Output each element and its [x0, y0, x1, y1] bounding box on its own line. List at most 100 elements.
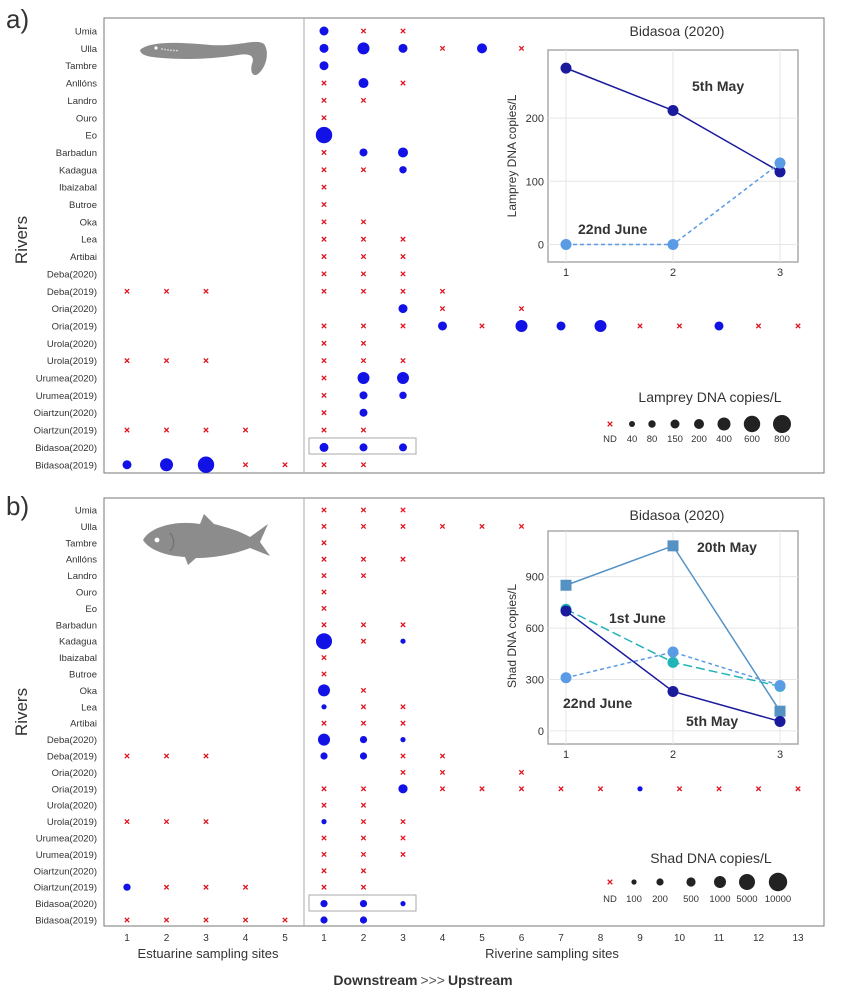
- river-label: Ulla: [81, 522, 98, 533]
- lamprey-riverine-point-nd: [321, 427, 327, 433]
- shad-riverine-point-nd: [321, 802, 327, 808]
- river-label: Bidasoa(2019): [35, 460, 97, 471]
- shad-riverine-point-nd: [360, 802, 367, 808]
- lamprey-estuarine-point-nd: [282, 462, 288, 468]
- river-label: Ibaizabal: [59, 183, 97, 194]
- panel-b-label: b): [6, 491, 29, 521]
- legend-size-dot: [768, 872, 788, 892]
- lamprey-riverine-point: [556, 321, 566, 331]
- panel-b-scatter: [123, 507, 801, 924]
- inset-a-ylabel: Lamprey DNA copies/L: [505, 94, 519, 217]
- lamprey-riverine-point: [714, 321, 724, 331]
- lamprey-riverine-point: [399, 391, 407, 400]
- lamprey-riverine-point-nd: [321, 97, 327, 104]
- river-label: Butroe: [69, 670, 97, 681]
- lamprey-riverine-point-nd: [400, 80, 406, 86]
- legend-size-dot: [717, 417, 731, 431]
- shad-riverine-point-nd: [321, 654, 327, 661]
- river-label: Oiartzun(2019): [34, 426, 97, 437]
- legend-size-dot: [631, 879, 637, 885]
- inset-series-point: [774, 679, 786, 691]
- shad-riverine-point-nd: [321, 556, 327, 562]
- river-label: Urola(2019): [47, 356, 97, 367]
- panel-b-river-labels: Umia Ulla Tambre Anllóns Landro Ouro Eo Barbadu…: [34, 506, 98, 927]
- legend-size-label: 200: [652, 894, 668, 905]
- legend-size-label: 5000: [736, 894, 757, 905]
- lamprey-estuarine-point-nd: [163, 288, 170, 294]
- lamprey-riverine-point: [398, 304, 408, 314]
- shad-riverine-point-nd: [400, 818, 406, 825]
- riverine-tick-label: 8: [598, 933, 604, 944]
- panel-b-highlight-box: [308, 894, 417, 912]
- shad-riverine-point-nd: [360, 851, 367, 858]
- river-label: Oka: [80, 686, 98, 697]
- shad-riverine-point-nd: [360, 704, 367, 710]
- lamprey-riverine-point-nd: [321, 184, 327, 190]
- legend-size-label: 100: [626, 894, 642, 905]
- lamprey-riverine-point-nd: [321, 167, 327, 173]
- lamprey-riverine-point-nd: [439, 288, 446, 294]
- shad-riverine-point: [320, 900, 328, 908]
- inset-xtick-label: 3: [777, 267, 783, 279]
- shad-riverine-point: [318, 684, 330, 697]
- inset-xtick-label: 3: [777, 749, 783, 761]
- shad-riverine-point-nd: [400, 556, 406, 562]
- shad-riverine-point-nd: [518, 523, 525, 530]
- river-label: Ibaizabal: [59, 653, 97, 664]
- lamprey-riverine-point: [319, 43, 329, 53]
- lamprey-estuarine-point: [122, 460, 132, 470]
- river-label: Anllóns: [66, 79, 97, 90]
- shad-riverine-point-nd: [321, 851, 327, 858]
- riverine-tick-label: 1: [321, 933, 327, 944]
- shad-riverine-point-nd: [321, 835, 327, 841]
- lamprey-riverine-point-nd: [360, 323, 367, 329]
- inset-ytick-label: 300: [526, 674, 544, 686]
- inset-xtick-label: 2: [670, 267, 676, 279]
- inset-ytick-label: 900: [526, 572, 544, 584]
- inset-ytick-label: 600: [526, 623, 544, 635]
- panel-a-highlight-box: [308, 437, 417, 455]
- shad-estuarine-point-nd: [203, 753, 209, 759]
- inset-series-label: 5th May: [692, 78, 744, 94]
- shad-riverine-point: [359, 900, 368, 908]
- lamprey-riverine-point-nd: [400, 253, 406, 260]
- lamprey-riverine-point-nd: [321, 149, 327, 156]
- shad-riverine-point-nd: [360, 884, 367, 890]
- shad-riverine-point-nd: [400, 704, 406, 710]
- river-label: Urumea(2020): [36, 834, 97, 845]
- shad-riverine-point-nd: [321, 572, 327, 579]
- inset-series-point: [774, 166, 786, 178]
- river-label: Eo: [85, 604, 97, 615]
- shad-estuarine-point-nd: [163, 917, 170, 923]
- river-label: Oria(2019): [52, 321, 97, 332]
- shad-riverine-point: [359, 736, 368, 744]
- inset-ytick-label: 0: [538, 240, 544, 252]
- river-label: Ouro: [76, 113, 97, 124]
- shad-riverine-point-nd: [360, 868, 367, 874]
- shad-riverine-point-nd: [360, 638, 367, 644]
- shad-riverine-point-nd: [439, 523, 446, 530]
- lamprey-riverine-point-nd: [400, 271, 406, 277]
- shad-riverine-point-nd: [518, 786, 525, 792]
- river-label: Urumea(2019): [36, 391, 97, 402]
- lamprey-riverine-point-nd: [360, 219, 367, 225]
- panel-a-ylabel: Rivers: [12, 216, 31, 264]
- inset-series-point: [774, 157, 786, 169]
- river-label: Kadagua: [59, 165, 98, 176]
- lamprey-estuarine-point-nd: [163, 427, 170, 433]
- legend-size-label: ND: [603, 894, 617, 905]
- lamprey-riverine-point: [359, 443, 368, 452]
- lamprey-riverine-point-nd: [518, 305, 525, 312]
- riverine-tick-label: 13: [792, 933, 804, 944]
- estuarine-axis-title: Estuarine sampling sites: [138, 946, 279, 961]
- shad-riverine-point-nd: [321, 589, 327, 595]
- river-label: Oiartzun(2019): [34, 883, 97, 894]
- shad-riverine-point-nd: [321, 786, 327, 792]
- river-label: Anllóns: [66, 555, 97, 566]
- shad-estuarine-point-nd: [242, 884, 249, 890]
- shad-estuarine-point-nd: [124, 917, 130, 923]
- lamprey-riverine-point: [359, 391, 368, 400]
- river-label: Oria(2020): [52, 304, 97, 315]
- panel-b-inset-chart: Bidasoa (2020) Shad DNA copies/L 0 300 600…: [505, 507, 799, 761]
- lamprey-riverine-point-nd: [479, 323, 485, 329]
